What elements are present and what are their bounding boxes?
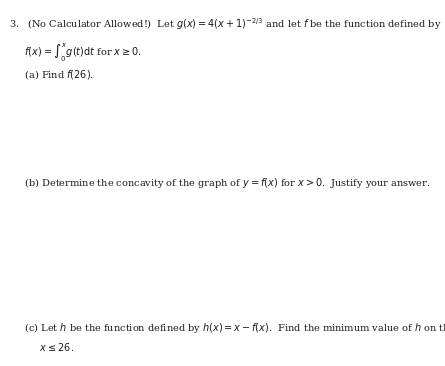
Text: $x \leq 26$.: $x \leq 26$.	[9, 341, 74, 353]
Text: (c) Let $h$ be the function defined by $h(x) = x - f(x)$.  Find the minimum valu: (c) Let $h$ be the function defined by $…	[9, 321, 445, 335]
Text: (a) Find $f(26)$.: (a) Find $f(26)$.	[9, 68, 94, 81]
Text: 3.   (No Calculator Allowed!)  Let $g(x) = 4(x + 1)^{-2/3}$ and let $f$ be the f: 3. (No Calculator Allowed!) Let $g(x) = …	[9, 16, 441, 32]
Text: (b) Determine the concavity of the graph of $y = f(x)$ for $x > 0$.  Justify you: (b) Determine the concavity of the graph…	[9, 176, 430, 190]
Text: $f(x) = \int_0^x g(t)\mathrm{d}t$ for $x \geq 0$.: $f(x) = \int_0^x g(t)\mathrm{d}t$ for $x…	[9, 41, 142, 64]
